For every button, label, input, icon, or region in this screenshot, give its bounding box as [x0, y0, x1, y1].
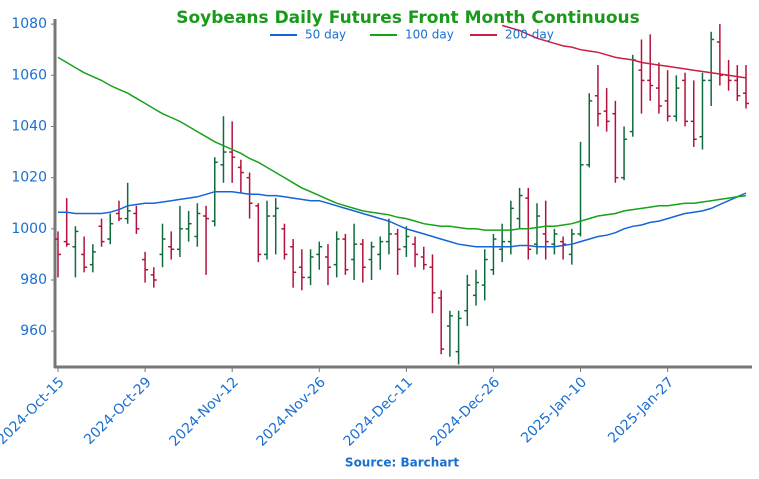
moving-average-line: [58, 190, 747, 248]
y-tick-label: 1040: [11, 118, 47, 134]
y-tick-label: 960: [20, 323, 47, 339]
moving-average-line: [57, 56, 747, 231]
x-tick-label: 2024-Oct-29: [81, 374, 155, 448]
x-tick-label: 2024-Nov-26: [254, 374, 329, 449]
x-tick-label: 2025-Jan-10: [518, 374, 590, 446]
y-tick-label: 980: [20, 272, 47, 288]
legend-label: 50 day: [305, 28, 346, 42]
moving-average-line: [501, 24, 747, 79]
x-tick-label: 2025-Jan-27: [605, 374, 677, 446]
y-tick-label: 1080: [11, 16, 47, 32]
x-tick-label: 2024-Dec-26: [428, 374, 503, 449]
legend-label: 200 day: [505, 28, 554, 42]
legend-label: 100 day: [405, 28, 454, 42]
y-tick-label: 1000: [11, 221, 47, 237]
source-note: Source: Barchart: [345, 456, 459, 470]
y-tick-label: 1060: [11, 67, 47, 83]
chart-title: Soybeans Daily Futures Front Month Conti…: [176, 8, 640, 28]
y-tick-label: 1020: [11, 170, 47, 186]
x-tick-label: 2024-Oct-15: [0, 374, 68, 448]
x-tick-label: 2024-Nov-12: [167, 374, 242, 449]
x-tick-label: 2024-Dec-11: [341, 374, 416, 449]
